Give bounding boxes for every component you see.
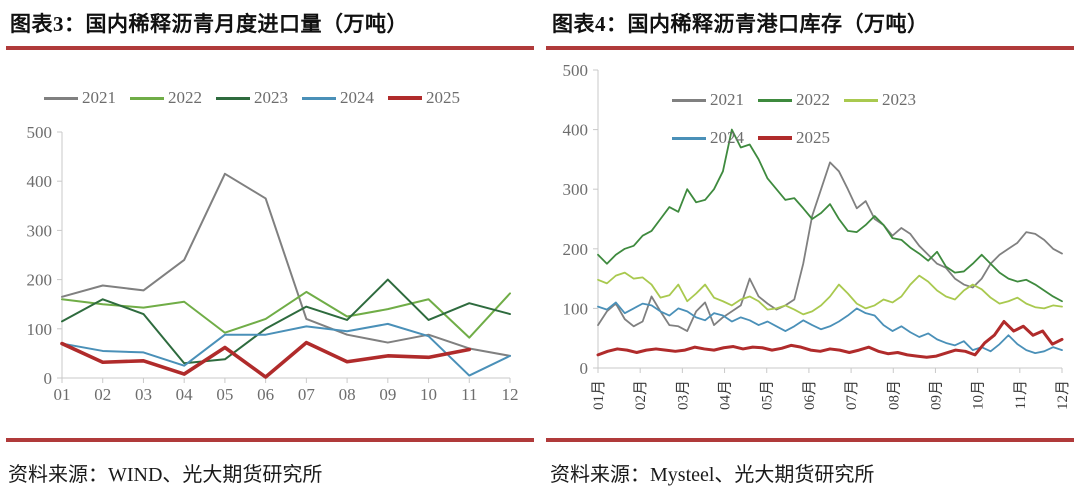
svg-text:11月: 11月 (1013, 380, 1029, 409)
legend-label-2023: 2023 (254, 88, 288, 107)
svg-text:06: 06 (257, 385, 274, 404)
svg-text:200: 200 (563, 240, 589, 259)
series-line-2025 (596, 320, 1064, 359)
svg-text:200: 200 (27, 271, 53, 290)
figure-4-plot: 0 100 200 300 400 500 01月 02月 03月 04月 05月 06月 07月 08月… (563, 61, 1072, 410)
svg-text:01: 01 (54, 385, 71, 404)
legend-label-2025: 2025 (796, 128, 830, 147)
figure-3-panel: 图表3：国内稀释沥青月度进口量（万吨） 0 100 200 300 400 500 01 02… (0, 12, 540, 486)
svg-text:100: 100 (563, 299, 589, 318)
figure-4-source: 资料来源：Mysteel、光大期货研究所 (550, 464, 875, 486)
figure-4-legend-row-2: 2024 2025 (672, 128, 844, 148)
svg-text:11: 11 (461, 385, 477, 404)
svg-text:500: 500 (563, 61, 589, 80)
svg-text:10: 10 (420, 385, 437, 404)
legend-item-2025[interactable]: 2025 (758, 128, 830, 148)
legend-swatch-2023 (844, 98, 878, 102)
svg-text:500: 500 (27, 123, 53, 142)
legend-swatch-2023 (216, 96, 250, 100)
legend-item-2023[interactable]: 2023 (216, 88, 288, 108)
svg-text:09: 09 (379, 385, 396, 404)
legend-label-2024: 2024 (340, 88, 374, 107)
svg-text:400: 400 (27, 172, 53, 191)
legend-item-2022[interactable]: 2022 (758, 90, 830, 110)
svg-text:07月: 07月 (844, 380, 860, 410)
svg-text:06月: 06月 (802, 380, 818, 410)
figure-3-legend: 2021 2022 2023 2024 2025 (44, 88, 474, 108)
series-line-2022 (597, 128, 1063, 303)
legend-swatch-2024 (672, 136, 706, 140)
legend-swatch-2024 (302, 96, 336, 100)
legend-item-2021[interactable]: 2021 (672, 90, 744, 110)
svg-text:0: 0 (44, 369, 53, 388)
legend-swatch-2025 (758, 136, 792, 140)
legend-swatch-2022 (130, 96, 164, 100)
svg-text:0: 0 (580, 359, 589, 378)
series-line-2024 (61, 322, 511, 377)
svg-text:400: 400 (563, 121, 589, 140)
legend-item-2024[interactable]: 2024 (672, 128, 744, 148)
panel-divider (539, 0, 541, 500)
figure-3-title: 图表3：国内稀释沥青月度进口量（万吨） (10, 12, 408, 36)
legend-swatch-2025 (388, 96, 422, 100)
figure-4-top-rule (546, 46, 1074, 50)
svg-text:300: 300 (563, 180, 589, 199)
legend-item-2024[interactable]: 2024 (302, 88, 374, 108)
legend-label-2022: 2022 (796, 90, 830, 109)
legend-swatch-2022 (758, 98, 792, 102)
legend-swatch-2021 (672, 98, 706, 102)
svg-text:100: 100 (27, 320, 53, 339)
series-line-2025 (60, 340, 472, 379)
figure-4-panel: 图表4：国内稀释沥青港口库存（万吨） 0 100 200 300 400 500 01月 02… (540, 0, 1080, 500)
svg-text:02: 02 (94, 385, 111, 404)
figure-4-chart: 0 100 200 300 400 500 01月 02月 03月 04月 05月 06月 07月 08月… (540, 52, 1080, 438)
svg-text:08: 08 (339, 385, 356, 404)
svg-text:05月: 05月 (760, 380, 776, 410)
svg-text:09月: 09月 (928, 380, 944, 410)
figure-3-plot: 0 100 200 300 400 500 01 02 03 04 05 06 07 08 09 10 11 12 (27, 123, 519, 404)
figure-4-bottom-rule (546, 438, 1074, 442)
figure-3-chart: 0 100 200 300 400 500 01 02 03 04 05 06 07 08 09 10 11 12 (0, 52, 540, 438)
svg-text:12: 12 (502, 385, 519, 404)
series-line-2021 (61, 172, 511, 357)
legend-swatch-2021 (44, 96, 78, 100)
legend-label-2025: 2025 (426, 88, 460, 107)
svg-text:10月: 10月 (971, 380, 987, 410)
legend-label-2021: 2021 (710, 90, 744, 109)
legend-label-2023: 2023 (882, 90, 916, 109)
legend-item-2022[interactable]: 2022 (130, 88, 202, 108)
legend-item-2021[interactable]: 2021 (44, 88, 116, 108)
series-line-2023 (61, 278, 511, 365)
legend-label-2024: 2024 (710, 128, 744, 147)
svg-text:04: 04 (176, 385, 194, 404)
svg-text:08月: 08月 (886, 380, 902, 410)
svg-text:04月: 04月 (718, 380, 734, 410)
figure-3-bottom-rule (6, 438, 534, 442)
series-line-2024 (597, 301, 1063, 355)
series-line-2022 (61, 290, 511, 339)
svg-text:05: 05 (216, 385, 233, 404)
series-line-2023 (597, 271, 1063, 316)
svg-text:300: 300 (27, 221, 53, 240)
legend-item-2023[interactable]: 2023 (844, 90, 916, 110)
svg-text:02月: 02月 (633, 380, 649, 410)
figure-4-legend-row-1: 2021 2022 2023 (672, 90, 930, 110)
legend-label-2022: 2022 (168, 88, 202, 107)
svg-text:03: 03 (135, 385, 152, 404)
svg-text:03月: 03月 (675, 380, 691, 410)
svg-text:01月: 01月 (591, 380, 607, 410)
legend-label-2021: 2021 (82, 88, 116, 107)
figure-4-title: 图表4：国内稀释沥青港口库存（万吨） (552, 12, 929, 36)
legend-item-2025[interactable]: 2025 (388, 88, 460, 108)
figure-3-top-rule (6, 46, 534, 50)
series-line-2021 (597, 161, 1063, 332)
figure-3-source: 资料来源：WIND、光大期货研究所 (8, 464, 323, 486)
svg-text:07: 07 (298, 385, 316, 404)
svg-text:12月: 12月 (1055, 380, 1071, 410)
